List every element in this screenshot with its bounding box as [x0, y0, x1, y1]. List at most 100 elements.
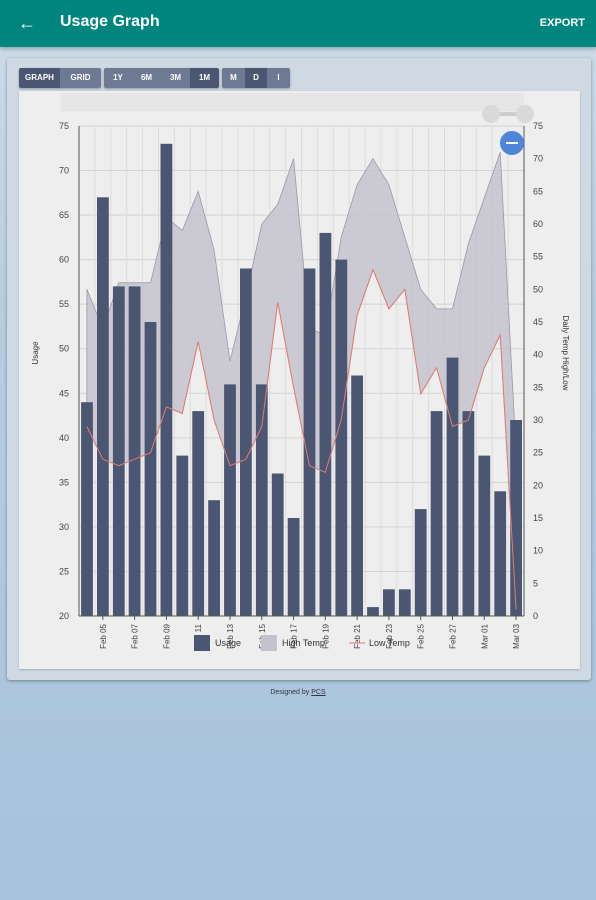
left-axis-tick-label: 65 — [59, 210, 69, 220]
usage-bar — [510, 420, 522, 616]
usage-bar — [303, 268, 316, 616]
interval-m-button[interactable]: M — [222, 68, 245, 88]
interval-d-button[interactable]: D — [245, 68, 267, 88]
x-axis-tick-label: Mar 03 — [512, 623, 521, 648]
usage-bar — [287, 518, 300, 616]
usage-bar — [335, 259, 348, 616]
usage-bar — [208, 500, 220, 616]
left-axis-tick-label: 30 — [59, 522, 69, 532]
legend-low-temp-label: Low Temp — [369, 638, 410, 648]
legend-high-temp-label: High Temp — [282, 638, 325, 648]
left-axis-tick-label: 45 — [59, 388, 69, 398]
right-axis-tick-label: 65 — [533, 186, 543, 196]
right-axis-tick-label: 45 — [533, 317, 543, 327]
graph-view-button[interactable]: GRAPH — [19, 68, 60, 88]
legend-usage-swatch — [194, 635, 210, 651]
footer-prefix: Designed by — [270, 689, 312, 696]
left-axis-tick-label: 55 — [59, 299, 69, 309]
usage-bar — [224, 384, 236, 616]
zoom-slider[interactable] — [482, 105, 534, 123]
right-axis-label: Daily Temp High/Low — [561, 316, 570, 391]
right-axis-tick-label: 60 — [533, 219, 543, 229]
usage-bar — [112, 286, 125, 616]
right-axis-tick-label: 5 — [533, 578, 538, 588]
usage-bar — [430, 411, 443, 616]
usage-bar — [367, 607, 379, 616]
minus-icon — [506, 142, 518, 144]
export-button[interactable]: EXPORT — [539, 17, 585, 29]
grid-view-button[interactable]: GRID — [60, 68, 101, 88]
usage-bar — [383, 589, 395, 616]
x-axis-tick-label: Feb 13 — [226, 623, 235, 648]
right-axis-tick-label: 25 — [533, 448, 543, 458]
usage-bar — [240, 268, 252, 616]
page-title: Usage Graph — [60, 13, 160, 30]
left-axis-tick-label: 50 — [59, 344, 69, 354]
usage-bar — [255, 384, 268, 616]
x-axis-tick-label: Feb 27 — [449, 623, 458, 648]
app-bar: ← Usage Graph EXPORT — [0, 0, 596, 47]
right-axis-tick-label: 30 — [533, 415, 543, 425]
left-axis-tick-label: 60 — [59, 255, 69, 265]
x-axis-tick-label: Feb 09 — [162, 623, 171, 648]
usage-bar — [271, 473, 284, 616]
left-axis-tick-label: 35 — [59, 477, 69, 487]
left-axis-ticks: 75 70 65 60 55 50 45 40 35 30 25 20 — [59, 121, 69, 621]
right-axis-tick-label: 55 — [533, 252, 543, 262]
footer-credit: Designed by PCS — [0, 689, 596, 696]
right-axis-tick-label: 15 — [533, 513, 543, 523]
usage-bar — [398, 589, 411, 616]
usage-bar — [97, 197, 109, 617]
low-temp-line-path — [86, 268, 517, 610]
range-3m-button[interactable]: 3M — [161, 68, 190, 88]
left-axis-tick-label: 40 — [59, 433, 69, 443]
x-axis-tick-label: Feb 07 — [131, 623, 140, 648]
right-axis-tick-label: 50 — [533, 284, 543, 294]
chart-container: 75 70 65 60 55 50 45 40 35 30 25 20 75 70 65 60 55 50 45 4… — [19, 91, 580, 669]
usage-bar — [160, 143, 173, 617]
left-axis-tick-label: 20 — [59, 611, 69, 621]
chart-header-strip — [61, 93, 524, 111]
x-axis-tick-label: Mar 01 — [480, 623, 489, 648]
legend-high-temp-swatch — [261, 635, 277, 651]
footer-link[interactable]: PCS — [311, 689, 326, 696]
range-toggle: 1Y 6M 3M 1M — [104, 68, 219, 88]
zoom-slider-left-handle[interactable] — [482, 105, 500, 123]
usage-bar — [144, 322, 157, 616]
back-arrow-icon[interactable]: ← — [18, 13, 36, 33]
x-axis-tick-label: Feb 25 — [417, 623, 426, 648]
zoom-slider-right-handle[interactable] — [516, 105, 534, 123]
usage-bar — [414, 509, 427, 616]
view-toggle: GRAPH GRID — [19, 68, 101, 88]
low-temp-line — [86, 268, 517, 610]
left-axis-tick-label: 25 — [59, 567, 69, 577]
left-axis-tick-label: 70 — [59, 166, 69, 176]
usage-bar — [446, 357, 459, 616]
usage-bar — [81, 402, 93, 616]
right-axis-tick-label: 20 — [533, 480, 543, 490]
right-axis-tick-label: 70 — [533, 154, 543, 164]
right-axis-tick-label: 40 — [533, 350, 543, 360]
x-axis-tick-label: Feb 23 — [385, 623, 394, 648]
left-axis-tick-label: 75 — [59, 121, 69, 131]
usage-bars — [81, 143, 522, 617]
usage-bar — [494, 491, 507, 616]
legend-usage-label: Usage — [215, 638, 241, 648]
usage-bar — [319, 232, 332, 616]
usage-bar — [351, 375, 363, 616]
axes — [78, 126, 525, 617]
x-axis-tick-label: Feb 21 — [353, 623, 362, 648]
right-axis-tick-label: 10 — [533, 546, 543, 556]
x-axis-tick-label: Feb 17 — [290, 623, 299, 648]
interval-toggle: M D I — [222, 68, 290, 88]
range-1y-button[interactable]: 1Y — [104, 68, 132, 88]
right-axis-tick-label: 0 — [533, 611, 538, 621]
interval-i-button[interactable]: I — [267, 68, 290, 88]
range-1m-button[interactable]: 1M — [190, 68, 219, 88]
zoom-out-button[interactable] — [500, 131, 524, 155]
graph-card: GRAPH GRID 1Y 6M 3M 1M M D I 75 70 65 60 55 5… — [7, 58, 591, 680]
range-6m-button[interactable]: 6M — [132, 68, 161, 88]
left-axis-label: Usage — [31, 341, 40, 365]
